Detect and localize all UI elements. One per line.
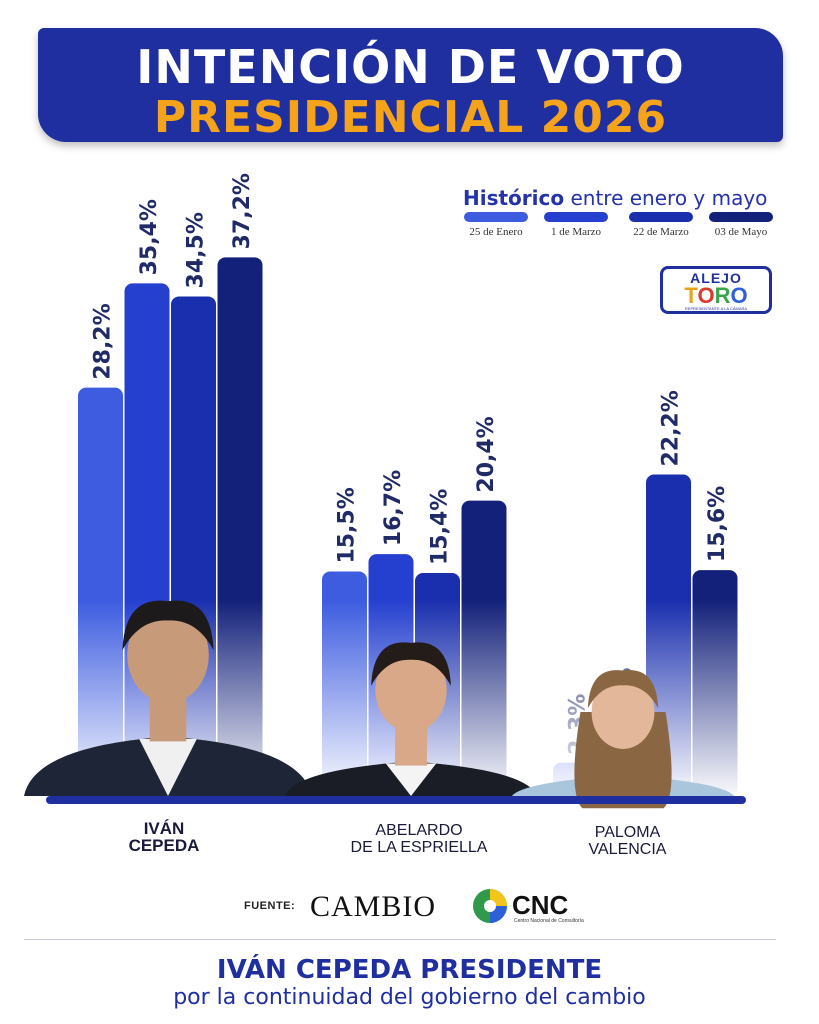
legend-item: 25 de Enero	[456, 212, 536, 238]
bar-data-label: 37,2%	[230, 173, 255, 249]
bar-data-label: 20,4%	[474, 416, 499, 492]
legend-swatch	[629, 212, 693, 222]
legend-item: 03 de Mayo	[701, 212, 781, 238]
legend-swatch	[464, 212, 528, 222]
bar-data-label: 35,4%	[137, 199, 162, 275]
legend-title-rest: entre enero y mayo	[570, 186, 768, 210]
legend-label: 22 de Marzo	[633, 226, 689, 238]
legend-title: Histórico entre enero y mayo	[463, 186, 767, 210]
cnc-logo-text: CNC	[512, 890, 569, 920]
legend-item: 1 de Marzo	[536, 212, 616, 238]
candidate-name-cepeda: IVÁN CEPEDA	[128, 819, 200, 855]
candidate-photo	[24, 600, 312, 796]
legend-label: 03 de Mayo	[714, 226, 768, 238]
footer-headline: IVÁN CEPEDA PRESIDENTE	[216, 955, 603, 985]
cambio-logo: CAMBIO	[310, 890, 437, 923]
bar-data-label: 34,5%	[184, 212, 209, 288]
badge-top: ALEJO	[690, 270, 742, 286]
candidate-photo	[512, 670, 734, 809]
bar-data-label: 15,5%	[335, 487, 360, 563]
bar-data-label: 28,2%	[91, 303, 116, 379]
legend-title-bold: Histórico	[463, 186, 565, 210]
alejo-toro-badge: ALEJO TORO REPRESENTANTE A LA CÁMARA	[660, 266, 772, 314]
chart-baseline	[46, 796, 746, 804]
cnc-logo-icon	[473, 889, 507, 923]
badge-subtitle: REPRESENTANTE A LA CÁMARA	[684, 306, 748, 311]
legend-label: 25 de Enero	[469, 226, 523, 238]
title-line-2: PRESIDENCIAL 2026	[153, 92, 668, 143]
candidate-photo	[285, 642, 537, 796]
bar-data-label: 15,4%	[428, 489, 453, 565]
legend-swatch	[544, 212, 608, 222]
candidate-name-valencia: PALOMA VALENCIA	[588, 824, 667, 858]
bar-data-label: 22,2%	[659, 390, 684, 466]
title-banner: INTENCIÓN DE VOTO PRESIDENCIAL 2026	[38, 28, 783, 143]
footer-divider	[24, 939, 776, 940]
title-line-1: INTENCIÓN DE VOTO	[136, 40, 685, 94]
cnc-subtitle: Centro Nacional de Consultoría	[514, 918, 584, 924]
bar-data-label: 15,6%	[705, 486, 730, 562]
candidate-name-de-la-espriella: ABELARDO DE LA ESPRIELLA	[350, 822, 488, 856]
badge-name: TORO	[684, 283, 748, 308]
bar-data-label: 16,7%	[381, 470, 406, 546]
legend-label: 1 de Marzo	[550, 226, 602, 238]
footer-subline: por la continuidad del gobierno del camb…	[173, 985, 646, 1010]
source-row: FUENTE: CAMBIO CNC Centro Nacional de Co…	[0, 888, 819, 928]
source-label: FUENTE:	[244, 900, 296, 912]
bar-chart: 28,2% 35,4% 34,5% 37,2% 15,5% 16,7% 15,4% 20,4%…	[24, 173, 746, 809]
legend-swatch	[709, 212, 773, 222]
legend-item: 22 de Marzo	[621, 212, 701, 238]
